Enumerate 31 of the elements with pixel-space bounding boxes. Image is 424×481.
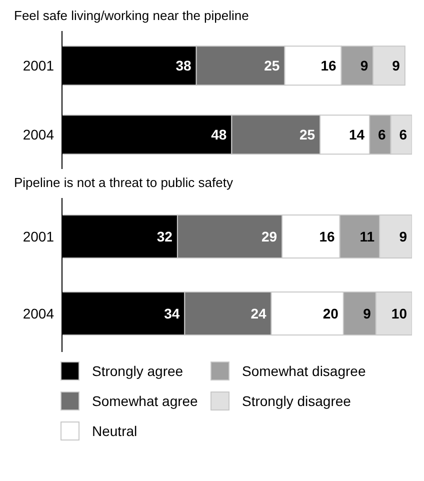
y-tick-label: 2001 xyxy=(22,57,54,74)
data-label: 48 xyxy=(211,126,227,143)
legend-label: Strongly agree xyxy=(92,363,184,379)
data-label: 29 xyxy=(262,228,278,244)
y-tick-label: 2004 xyxy=(22,126,54,142)
legend-label: Somewhat agree xyxy=(92,393,198,409)
data-label: 34 xyxy=(164,305,180,322)
data-label: 20 xyxy=(322,305,339,322)
data-label: 38 xyxy=(176,58,192,74)
data-label: 9 xyxy=(360,58,368,74)
data-label: 9 xyxy=(363,305,372,322)
legend-label: Somewhat disagree xyxy=(242,363,366,379)
data-label: 24 xyxy=(250,305,266,322)
y-tick-label: 2001 xyxy=(22,228,54,244)
y-tick-label: 2004 xyxy=(22,305,54,322)
data-label: 11 xyxy=(360,228,375,244)
legend-label: Neutral xyxy=(92,423,138,439)
data-label: 10 xyxy=(391,305,408,322)
data-label: 6 xyxy=(378,126,386,143)
data-label: 9 xyxy=(392,58,400,74)
data-label: 25 xyxy=(300,126,316,143)
data-label: 6 xyxy=(399,126,408,143)
data-label: 9 xyxy=(399,228,408,244)
data-label: 25 xyxy=(264,58,280,74)
data-label: 14 xyxy=(349,126,365,143)
data-label: 16 xyxy=(320,58,336,74)
chart-title: Pipeline is not a threat to public safety xyxy=(14,175,234,190)
chart-title: Feel safe living/working near the pipeline xyxy=(14,8,250,23)
data-label: 32 xyxy=(156,228,173,244)
data-label: 16 xyxy=(319,228,336,244)
legend-label: Strongly disagree xyxy=(242,393,351,409)
